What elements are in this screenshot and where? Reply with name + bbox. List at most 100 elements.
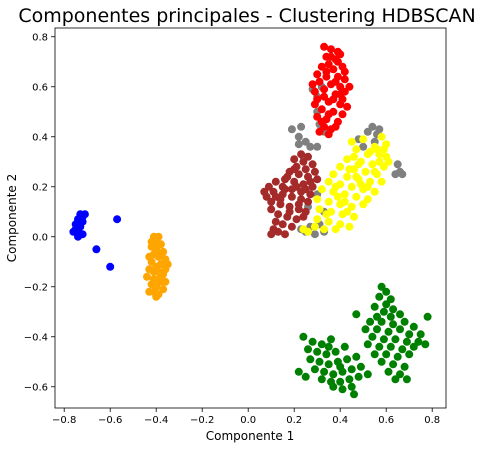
- point-s5-30: [156, 250, 165, 259]
- point-s1-10: [313, 70, 322, 79]
- point-s2-50: [299, 225, 308, 234]
- point-s3-53: [271, 192, 280, 201]
- x-axis-label: Componente 1: [206, 429, 295, 443]
- point-s1-34: [338, 110, 347, 119]
- point-s6-7: [379, 307, 388, 316]
- point-s2-59: [322, 210, 331, 219]
- point-s6-63: [329, 370, 338, 379]
- point-s2-27: [370, 187, 379, 196]
- point-s6-71: [354, 372, 363, 381]
- x-tick-label: 0.4: [332, 415, 348, 426]
- point-s3-0: [297, 150, 306, 159]
- point-s2-3: [377, 132, 386, 141]
- chart-title: Componentes principales - Clustering HDB…: [18, 5, 475, 27]
- point-s0-1: [287, 125, 296, 134]
- point-s5-17: [143, 272, 151, 281]
- point-s5-28: [163, 260, 172, 269]
- point-s2-13: [336, 162, 345, 171]
- point-s2-17: [384, 157, 393, 166]
- point-s3-47: [301, 185, 310, 194]
- y-tick-label: −0.4: [24, 332, 48, 343]
- point-s0-21: [393, 160, 402, 169]
- point-s2-65: [379, 145, 388, 154]
- point-s0-12: [313, 142, 322, 151]
- x-axis: −0.8 −0.6 −0.4 −0.2 0.0 0.2 0.4 0.6 0.8: [52, 408, 440, 426]
- plot-frame: [54, 27, 447, 409]
- point-s6-72: [329, 382, 338, 391]
- point-s6-12: [377, 317, 386, 326]
- point-s0-0: [297, 122, 306, 131]
- point-s2-55: [345, 165, 354, 174]
- point-s3-20: [306, 190, 315, 199]
- point-s4-14: [106, 262, 115, 271]
- point-s3-24: [287, 192, 296, 201]
- point-s6-22: [368, 332, 377, 341]
- point-s2-5: [352, 145, 361, 154]
- point-s1-14: [315, 77, 324, 86]
- point-s1-47: [322, 67, 331, 76]
- point-s1-5: [336, 50, 345, 59]
- point-s2-56: [331, 182, 340, 191]
- point-s2-15: [361, 167, 370, 176]
- point-s5-31: [147, 237, 156, 246]
- point-s6-34: [382, 350, 391, 359]
- point-s3-39: [278, 220, 287, 229]
- point-s1-1: [327, 45, 335, 54]
- point-s1-0: [320, 42, 329, 51]
- x-tick-label: 0.2: [286, 415, 302, 426]
- point-s6-62: [320, 367, 329, 376]
- y-tick-label: 0.8: [32, 32, 48, 43]
- point-s2-57: [356, 180, 365, 189]
- point-s1-26: [343, 102, 352, 111]
- point-s2-33: [313, 195, 322, 204]
- series-2: [299, 132, 393, 236]
- y-tick-label: 0.6: [32, 82, 48, 93]
- point-s2-19: [343, 172, 352, 181]
- point-s3-46: [283, 172, 292, 181]
- point-s6-15: [409, 322, 418, 331]
- point-s2-58: [370, 167, 379, 176]
- point-s3-51: [292, 182, 301, 191]
- point-s1-39: [331, 77, 340, 86]
- point-s6-28: [375, 342, 384, 351]
- point-s6-60: [352, 352, 361, 361]
- point-s1-37: [340, 75, 349, 84]
- point-s6-16: [361, 325, 370, 334]
- point-s2-66: [350, 152, 358, 161]
- point-s6-6: [389, 305, 398, 314]
- point-s2-46: [320, 225, 329, 234]
- point-s5-29: [149, 267, 158, 276]
- series-6: [294, 282, 432, 399]
- point-s6-37: [377, 357, 386, 366]
- point-s6-29: [386, 342, 395, 351]
- point-s2-34: [324, 197, 333, 206]
- point-s3-52: [306, 177, 315, 186]
- point-s0-24: [391, 170, 400, 179]
- point-s2-63: [363, 182, 372, 191]
- point-s3-36: [292, 215, 301, 224]
- point-s6-17: [373, 325, 381, 334]
- point-s2-0: [347, 137, 356, 146]
- point-s4-8: [80, 210, 89, 219]
- point-s2-31: [352, 192, 361, 201]
- point-s6-77: [363, 370, 372, 379]
- y-axis: −0.6 −0.4 −0.2 0.0 0.2 0.4 0.6 0.8: [24, 32, 55, 393]
- point-s1-33: [324, 130, 333, 139]
- point-s6-74: [347, 382, 356, 391]
- point-s1-32: [315, 127, 324, 136]
- point-s6-27: [363, 340, 372, 349]
- point-s1-24: [317, 105, 326, 114]
- point-s3-43: [281, 230, 289, 239]
- point-s6-14: [400, 317, 409, 326]
- point-s6-2: [375, 292, 384, 301]
- y-tick-label: 0.4: [32, 132, 48, 143]
- point-s2-30: [340, 190, 349, 199]
- point-s0-16: [363, 127, 372, 136]
- series-1: [308, 42, 354, 139]
- x-tick-label: −0.6: [98, 415, 122, 426]
- point-s6-30: [398, 345, 407, 354]
- point-s1-44: [317, 117, 326, 126]
- point-s2-9: [343, 155, 352, 164]
- point-s6-9: [386, 312, 395, 321]
- y-tick-label: −0.6: [24, 382, 48, 393]
